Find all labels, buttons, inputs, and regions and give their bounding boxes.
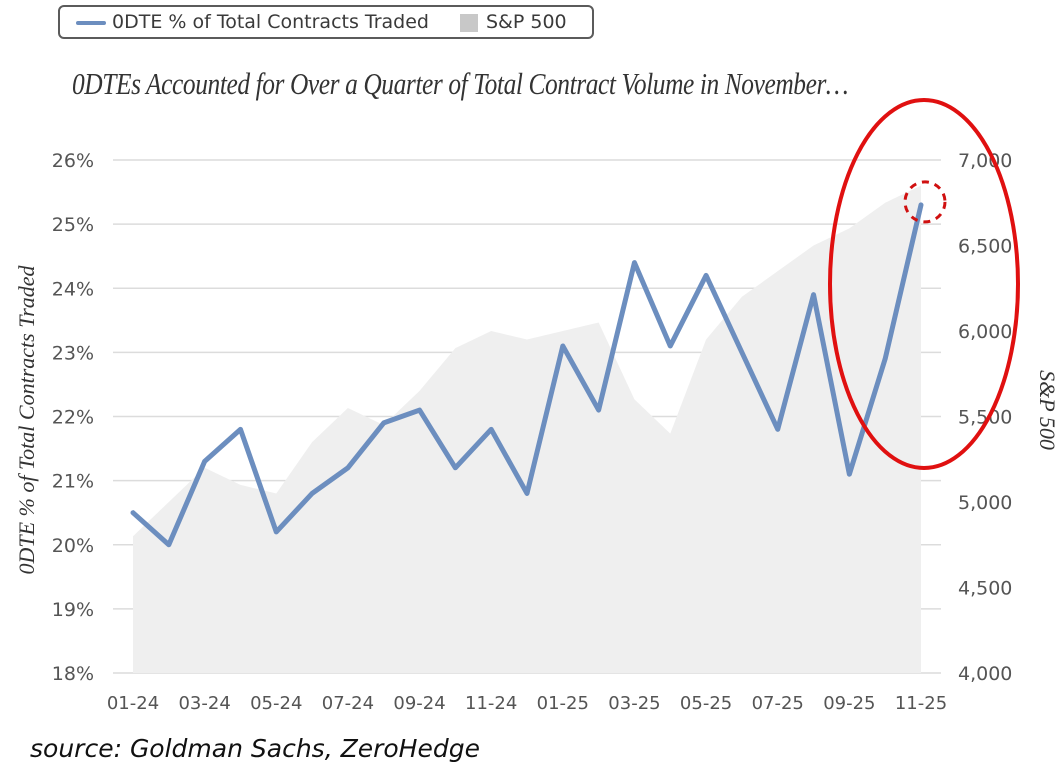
x-tick-label: 09-24 bbox=[393, 693, 445, 714]
y-axis-label-left: 0DTE % of Total Contracts Traded bbox=[14, 264, 39, 574]
source-note: source: Goldman Sachs, ZeroHedge bbox=[30, 734, 480, 763]
x-tick-label: 09-25 bbox=[823, 693, 875, 714]
annotation-ellipse bbox=[828, 98, 1020, 470]
x-tick-label: 03-25 bbox=[608, 693, 660, 714]
y-axis-label-right: S&P 500 bbox=[1035, 370, 1060, 450]
left-axis-ticks: 18% 19% 20% 21% 22% 23% 24% 25% 26% bbox=[52, 150, 94, 685]
odte-line bbox=[130, 202, 924, 548]
chart-title: 0DTEs Accounted for Over a Quarter of To… bbox=[72, 66, 849, 101]
x-tick-label: 11-24 bbox=[465, 693, 517, 714]
x-tick-label: 07-25 bbox=[752, 693, 804, 714]
x-tick-label: 01-24 bbox=[107, 693, 159, 714]
y-tick-right: 4,000 bbox=[958, 663, 1012, 685]
x-tick-label: 03-24 bbox=[178, 693, 230, 714]
x-tick-label: 07-24 bbox=[322, 693, 374, 714]
y-tick-left: 26% bbox=[52, 150, 94, 172]
legend-label-odte: 0DTE % of Total Contracts Traded bbox=[112, 11, 429, 33]
y-tick-left: 21% bbox=[52, 471, 94, 493]
y-tick-right: 5,000 bbox=[958, 492, 1012, 514]
y-tick-left: 23% bbox=[52, 342, 94, 364]
x-tick-label: 11-25 bbox=[895, 693, 947, 714]
sp500-area bbox=[133, 185, 921, 673]
y-tick-left: 20% bbox=[52, 535, 94, 557]
y-tick-right: 7,000 bbox=[958, 150, 1012, 172]
x-tick-label: 01-25 bbox=[537, 693, 589, 714]
y-tick-right: 6,000 bbox=[958, 321, 1012, 343]
y-tick-right: 5,500 bbox=[958, 407, 1012, 429]
x-tick-label: 05-24 bbox=[250, 693, 302, 714]
y-tick-right: 6,500 bbox=[958, 236, 1012, 258]
x-axis-ticks: 01-24 03-24 05-24 07-24 09-24 11-24 01-25 03-25… bbox=[107, 693, 947, 714]
y-tick-left: 25% bbox=[52, 214, 94, 236]
y-tick-left: 19% bbox=[52, 599, 94, 621]
annotation-dashed-circle bbox=[903, 180, 947, 224]
legend-line-swatch bbox=[76, 21, 106, 25]
legend-label-sp500: S&P 500 bbox=[486, 11, 567, 33]
y-tick-left: 18% bbox=[52, 663, 94, 685]
y-tick-left: 24% bbox=[52, 278, 94, 300]
legend-area-swatch bbox=[460, 14, 478, 32]
right-axis-ticks: 4,000 4,500 5,000 5,500 6,000 6,500 7,000 bbox=[958, 150, 1012, 685]
x-tick-label: 05-25 bbox=[680, 693, 732, 714]
legend: 0DTE % of Total Contracts Traded S&P 500 bbox=[58, 5, 594, 39]
y-tick-right: 4,500 bbox=[958, 578, 1012, 600]
y-tick-left: 22% bbox=[52, 407, 94, 429]
